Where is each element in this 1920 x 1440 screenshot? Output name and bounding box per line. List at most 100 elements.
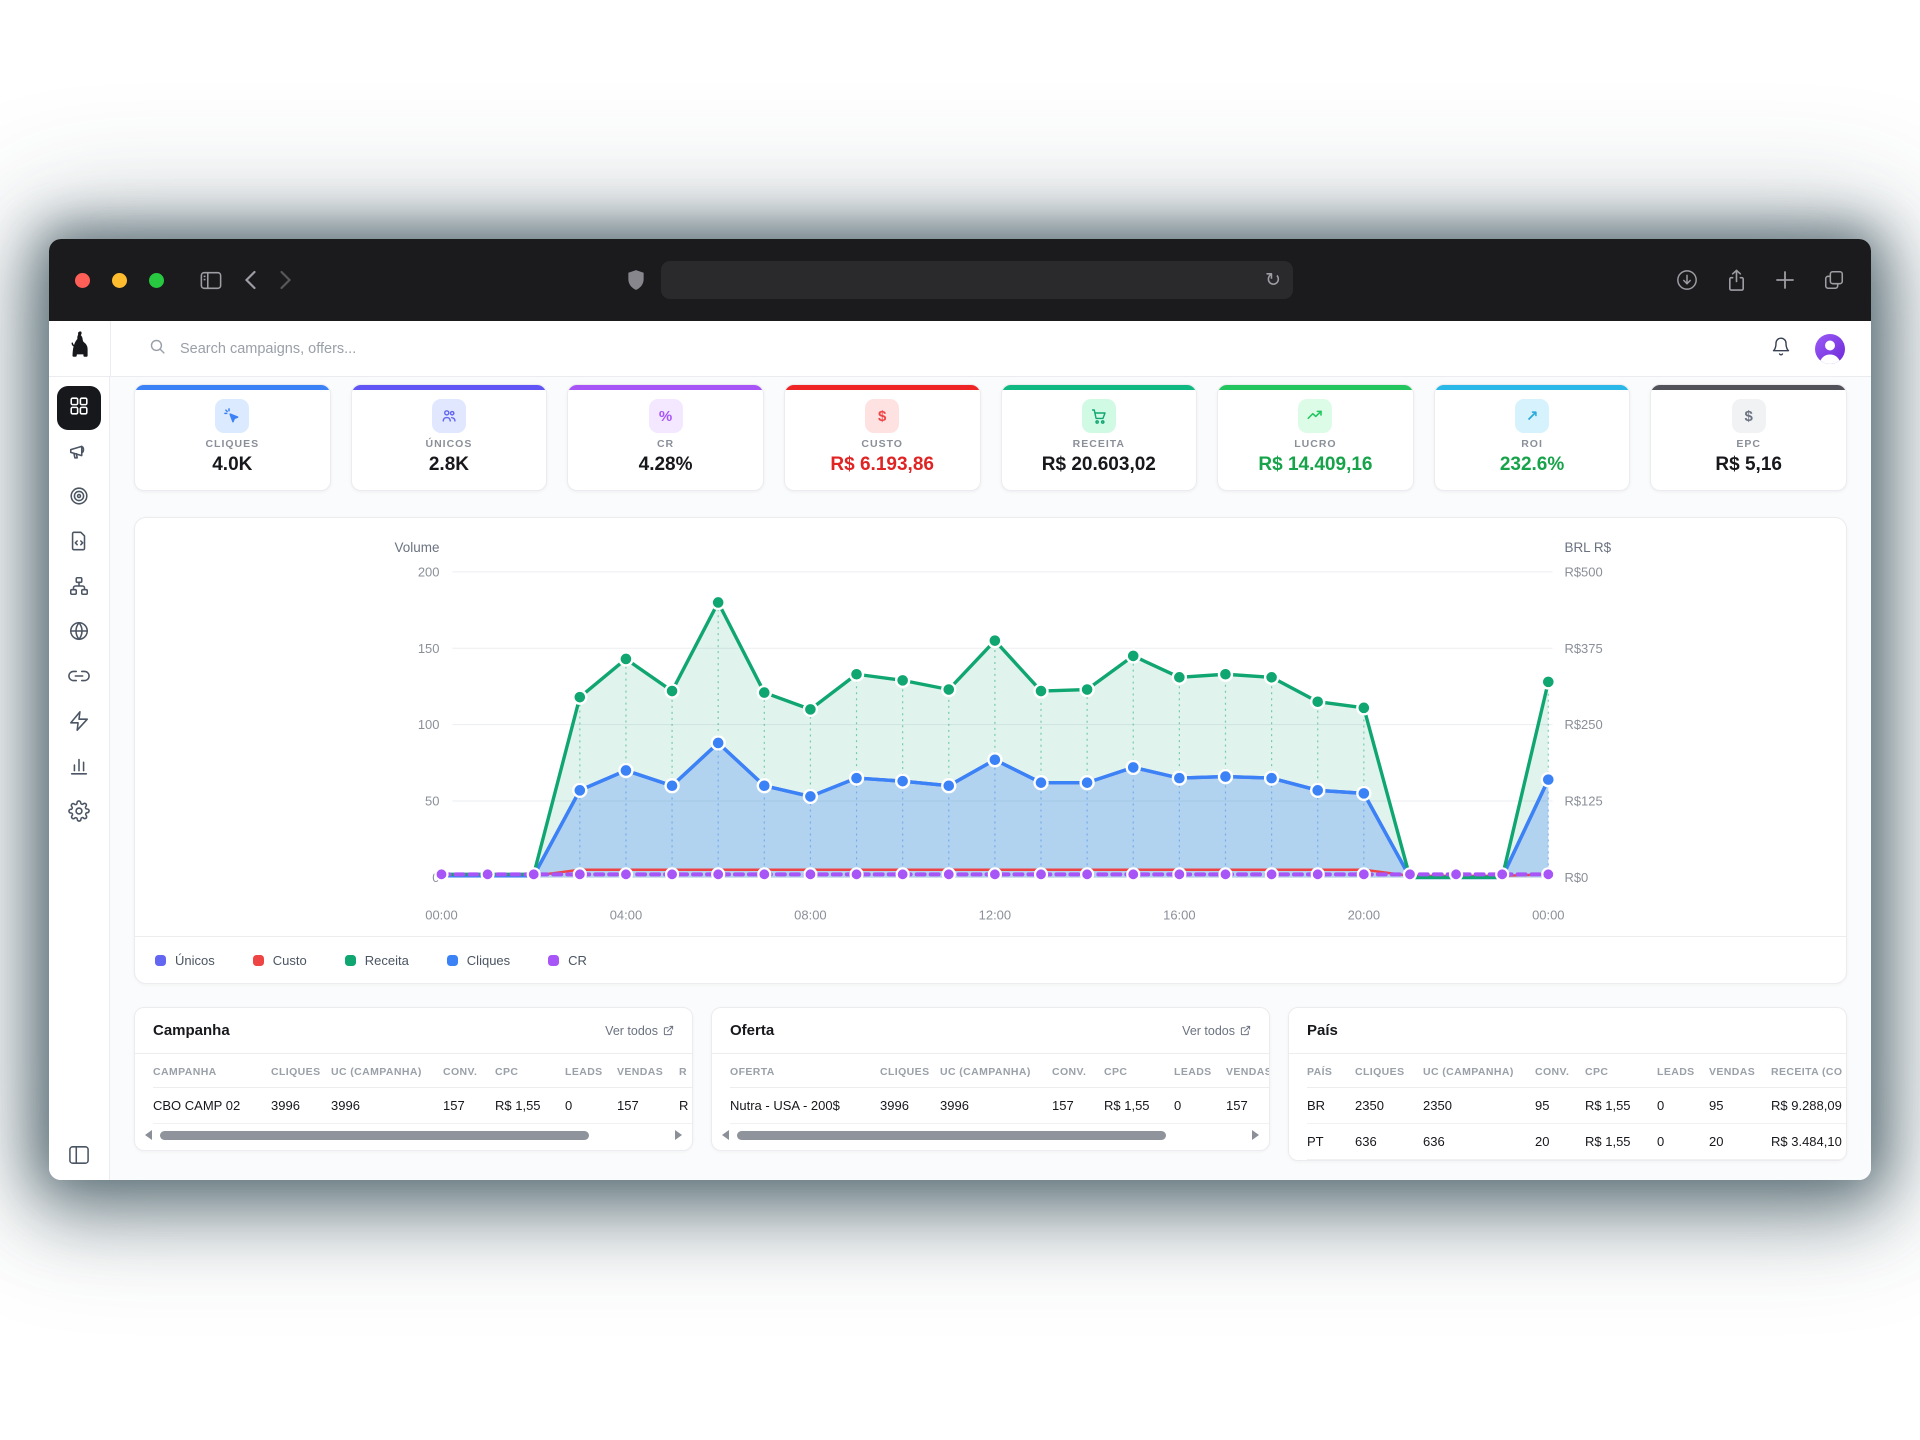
share-icon[interactable] [1726, 269, 1747, 292]
kpi-label: RECEITA [1072, 438, 1125, 450]
collapse-sidebar-icon[interactable] [49, 1145, 109, 1165]
sidebar-item-automation[interactable] [57, 701, 101, 745]
kpi-accent-bar [784, 385, 980, 390]
tab-overview-icon[interactable] [1823, 269, 1845, 291]
svg-text:00:00: 00:00 [1532, 907, 1564, 922]
minimize-window-button[interactable] [112, 272, 127, 288]
sidebar-item-domains[interactable] [57, 611, 101, 655]
table-cell: 0 [1657, 1123, 1709, 1161]
zoom-window-button[interactable] [149, 272, 164, 288]
svg-text:12:00: 12:00 [979, 907, 1011, 922]
table-cell: 2350 [1423, 1087, 1535, 1125]
forward-icon[interactable] [279, 270, 292, 290]
table-cell: 0 [1174, 1087, 1226, 1125]
summary-tables-row: Campanha Ver todos CAMPANHA CLIQUES UC (CAMP… [134, 1007, 1847, 1162]
traffic-chart-card: 0R$050R$125100R$250150R$375200R$500Volum… [134, 517, 1847, 985]
campaigns-icon [68, 440, 90, 467]
legend-item-únicos[interactable]: Únicos [155, 953, 215, 968]
titlebar-left-group [75, 270, 627, 290]
table-row: Nutra - USA - 200$ 3996 3996 157 R$ 1,55 0 157 [730, 1087, 1269, 1125]
notifications-bell-icon[interactable] [1771, 336, 1791, 362]
column-header: VENDAS [1226, 1054, 1269, 1089]
table-row: BR 2350 2350 95 R$ 1,55 0 95 R$ 9.288,09 [1307, 1087, 1846, 1125]
external-link-icon [1240, 1026, 1251, 1036]
legend-item-receita[interactable]: Receita [344, 952, 409, 968]
column-header: CPC [1585, 1054, 1657, 1089]
legend-item-custo[interactable]: Custo [252, 953, 307, 968]
table-cell: 95 [1709, 1087, 1771, 1125]
table-title: Campanha [153, 1022, 230, 1040]
sidebar-item-dashboard[interactable] [57, 386, 101, 430]
landing-pages-icon [68, 530, 90, 557]
sidebar-toggle-icon[interactable] [200, 271, 222, 290]
sidebar-item-funnels[interactable] [57, 566, 101, 610]
scrollbar-track[interactable] [735, 1130, 1246, 1140]
links-icon [68, 665, 90, 692]
app-logo[interactable] [49, 321, 111, 376]
table-cell: PT [1307, 1123, 1355, 1161]
table-cell: 3996 [271, 1087, 331, 1125]
kpi-value: 232.6% [1499, 454, 1565, 475]
legend-label: Receita [364, 952, 409, 968]
search-input[interactable] [178, 339, 602, 358]
scrollbar-thumb[interactable] [160, 1130, 590, 1140]
user-avatar[interactable] [1815, 333, 1845, 364]
legend-item-cr[interactable]: CR [548, 953, 587, 968]
downloads-icon[interactable] [1676, 269, 1698, 291]
column-header: PAÍS [1307, 1054, 1355, 1089]
table-cell: R$ 1,55 [495, 1087, 565, 1125]
sidebar-item-campaigns[interactable] [57, 431, 101, 475]
scrollbar-thumb[interactable] [737, 1130, 1167, 1140]
column-header: VENDAS [1709, 1054, 1771, 1089]
ver-todos-link[interactable]: Ver todos [605, 1024, 674, 1038]
kpi-label: LUCRO [1294, 438, 1337, 450]
table-cell: R [679, 1087, 692, 1125]
cursor-click-icon [215, 399, 250, 433]
scroll-right-arrow[interactable] [675, 1130, 682, 1141]
reload-icon[interactable]: ↻ [1265, 269, 1281, 291]
close-window-button[interactable] [75, 272, 90, 288]
legend-swatch [344, 954, 356, 966]
column-header: CONV. [1535, 1054, 1585, 1089]
kpi-card-roi: ↗ ROI 232.6% [1433, 384, 1631, 491]
table-cell: CBO CAMP 02 [153, 1087, 271, 1125]
privacy-shield-icon[interactable] [627, 269, 645, 291]
column-header: CLIQUES [1355, 1054, 1423, 1089]
legend-swatch [155, 954, 166, 966]
ver-todos-link[interactable]: Ver todos [1182, 1024, 1251, 1038]
scrollbar-track[interactable] [158, 1130, 669, 1140]
table-cell: 636 [1423, 1123, 1535, 1161]
column-header: CPC [495, 1054, 565, 1089]
svg-text:150: 150 [418, 641, 440, 656]
address-bar[interactable]: ↻ [661, 261, 1293, 299]
kpi-cards-row: CLIQUES 4.0K ÚNICOS 2.8K% CR 4.28% $ CUSTO R$ 6.… [134, 384, 1847, 491]
funnels-icon [68, 575, 90, 602]
svg-text:R$375: R$375 [1564, 641, 1602, 656]
back-icon[interactable] [244, 270, 257, 290]
table-card-oferta: Oferta Ver todos OFERTA CLIQUES UC (CAMPANHA… [711, 1007, 1270, 1152]
scroll-left-arrow[interactable] [145, 1130, 152, 1141]
browser-titlebar: ↻ [49, 239, 1871, 321]
table-card-header: Campanha Ver todos [135, 1008, 692, 1055]
sidebar-item-reports[interactable] [57, 746, 101, 790]
legend-label: Cliques [466, 952, 511, 968]
scroll-right-arrow[interactable] [1252, 1130, 1259, 1141]
table-cell: 0 [565, 1087, 617, 1125]
scroll-left-arrow[interactable] [722, 1130, 729, 1141]
legend-swatch [446, 954, 458, 966]
kpi-accent-bar [1651, 385, 1846, 390]
table-cell: 157 [1226, 1087, 1269, 1125]
legend-swatch [548, 954, 560, 966]
legend-item-cliques[interactable]: Cliques [446, 952, 511, 968]
automation-icon [68, 710, 90, 737]
column-header: LEADS [1174, 1054, 1226, 1089]
table-card-campanha: Campanha Ver todos CAMPANHA CLIQUES UC (CAMP… [134, 1007, 693, 1152]
table-scroll-area: PAÍS CLIQUES UC (CAMPANHA) CONV. CPC LEADS VEN… [1289, 1054, 1846, 1161]
sidebar-item-links[interactable] [57, 656, 101, 700]
sidebar-item-settings[interactable] [57, 791, 101, 835]
app-body: CLIQUES 4.0K ÚNICOS 2.8K% CR 4.28% $ CUSTO R$ 6.… [49, 377, 1871, 1180]
new-tab-icon[interactable] [1775, 270, 1795, 290]
sidebar-item-offers[interactable] [57, 476, 101, 520]
sidebar-item-landing-pages[interactable] [57, 521, 101, 565]
percent-icon: % [648, 399, 683, 433]
